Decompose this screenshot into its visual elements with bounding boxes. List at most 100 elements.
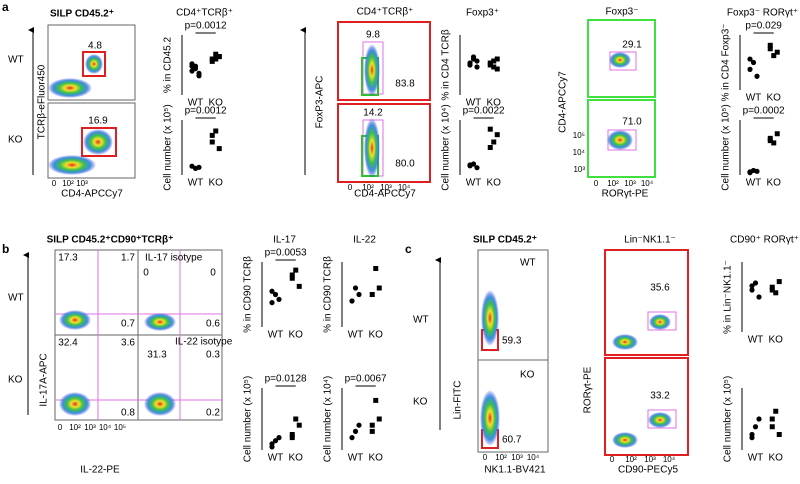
y-axis-label: % in Lin⁻NK1.1⁻ bbox=[723, 260, 734, 334]
row-label: WT bbox=[520, 258, 536, 269]
chart-title: IL-17 bbox=[273, 235, 296, 246]
quadrant-value: 0.3 bbox=[206, 350, 220, 361]
flow-tick-label: 10³ bbox=[573, 165, 585, 174]
quadrant-value: 32.4 bbox=[58, 338, 78, 349]
y-axis-label: Cell number (x 10⁵) bbox=[243, 376, 254, 462]
flow-tick-label: 10³ bbox=[644, 455, 656, 464]
x-tick-label: WT bbox=[348, 453, 364, 464]
gate-value: 59.3 bbox=[502, 336, 522, 347]
y-axis-label: Cell number (x 10⁴) bbox=[323, 376, 334, 463]
flow-tick-label: 10³ bbox=[84, 423, 96, 432]
x-tick-label: WT bbox=[746, 178, 762, 189]
y-axis-label: CD4-APCCy7 bbox=[558, 71, 569, 133]
dot bbox=[213, 51, 219, 57]
flow-title: CD4⁺TCRβ⁺ bbox=[357, 7, 414, 18]
gate-value: 14.2 bbox=[363, 108, 383, 119]
flow-title: Lin⁻NK1.1⁻ bbox=[624, 235, 676, 246]
flow-box bbox=[337, 103, 431, 183]
gate bbox=[81, 127, 117, 157]
gate bbox=[82, 51, 106, 77]
dot bbox=[349, 435, 355, 441]
y-axis-label: Cell number (x 10⁵) bbox=[721, 104, 732, 190]
flow-tick-label: 10⁴ bbox=[99, 423, 112, 432]
gate-value: 60.7 bbox=[502, 435, 522, 446]
y-axis-label: RORγt-PE bbox=[583, 366, 594, 413]
dot bbox=[189, 63, 195, 69]
panel-label: a bbox=[2, 0, 9, 14]
y-axis-label: % in CD90 TCRβ bbox=[243, 256, 254, 333]
dot bbox=[474, 165, 480, 171]
flow-box bbox=[587, 19, 656, 98]
dot bbox=[373, 266, 379, 271]
gate bbox=[647, 409, 677, 429]
gate-value: 35.6 bbox=[650, 283, 670, 294]
quadrant-value: 1.7 bbox=[121, 253, 135, 264]
gate bbox=[647, 311, 677, 331]
flow-tick-label: 0 bbox=[52, 179, 57, 188]
x-tick-label: KO bbox=[289, 330, 304, 341]
gate-value: 83.8 bbox=[395, 79, 415, 90]
dot bbox=[216, 54, 222, 60]
flow-tick-label: 0 bbox=[483, 453, 488, 462]
dot bbox=[491, 64, 497, 70]
x-tick-label: WT bbox=[188, 178, 204, 189]
flow-plots bbox=[23, 19, 689, 456]
dot bbox=[470, 54, 477, 60]
x-tick-label: WT bbox=[268, 453, 284, 464]
isotype-label: IL-22 isotype bbox=[175, 337, 233, 348]
dot bbox=[769, 287, 775, 293]
dot bbox=[276, 435, 282, 441]
dot bbox=[373, 397, 379, 403]
dot bbox=[769, 284, 775, 290]
dot bbox=[771, 140, 777, 146]
dot bbox=[747, 66, 753, 72]
flow-tick-label: 10³ bbox=[511, 453, 523, 462]
flow-box bbox=[477, 249, 549, 453]
dot bbox=[474, 64, 480, 70]
dot bbox=[467, 162, 473, 168]
p-value: p=0.0002 bbox=[743, 106, 785, 117]
dot bbox=[369, 422, 375, 428]
dot bbox=[356, 291, 362, 298]
p-value: p=0.0012 bbox=[185, 21, 227, 32]
quadrant-value: 0 bbox=[210, 268, 216, 279]
density bbox=[144, 313, 176, 331]
dot bbox=[209, 56, 215, 62]
dot bbox=[196, 164, 202, 170]
dot bbox=[213, 128, 219, 134]
dot bbox=[293, 267, 299, 273]
flow-tick-label: 10⁴ bbox=[398, 183, 411, 192]
dot bbox=[749, 287, 755, 293]
flow-tick-label: 10² bbox=[62, 179, 74, 188]
dot bbox=[491, 139, 497, 145]
p-value: p=0.0067 bbox=[345, 374, 387, 385]
dot bbox=[752, 424, 759, 430]
flow-tick-label: 10² bbox=[362, 183, 374, 192]
dot bbox=[296, 422, 302, 428]
dot bbox=[296, 283, 302, 289]
x-axis-label: CD4-APCCy7 bbox=[354, 189, 416, 200]
density bbox=[59, 392, 91, 416]
y-axis-label: % in CD4 Foxp3⁻ bbox=[721, 23, 732, 101]
density bbox=[144, 392, 176, 416]
flow-title: SILP CD45.2⁺ bbox=[473, 235, 537, 246]
density bbox=[48, 155, 96, 175]
x-tick-label: KO bbox=[209, 178, 224, 189]
dot bbox=[276, 296, 282, 302]
density bbox=[85, 54, 103, 74]
density bbox=[364, 118, 380, 178]
dot bbox=[213, 56, 219, 62]
dot bbox=[769, 424, 775, 430]
density bbox=[607, 130, 633, 150]
flow-tick-label: 10² bbox=[69, 423, 81, 432]
flow-tick-label: 10⁵ bbox=[573, 131, 585, 140]
dot bbox=[369, 428, 375, 434]
gate-value: 9.8 bbox=[366, 30, 380, 41]
dot bbox=[494, 56, 500, 62]
dot bbox=[491, 58, 497, 64]
flow-title: Foxp3⁻ bbox=[605, 7, 638, 18]
dot bbox=[769, 416, 775, 422]
dot bbox=[774, 49, 780, 55]
y-axis-label: Lin-FITC bbox=[453, 381, 464, 420]
